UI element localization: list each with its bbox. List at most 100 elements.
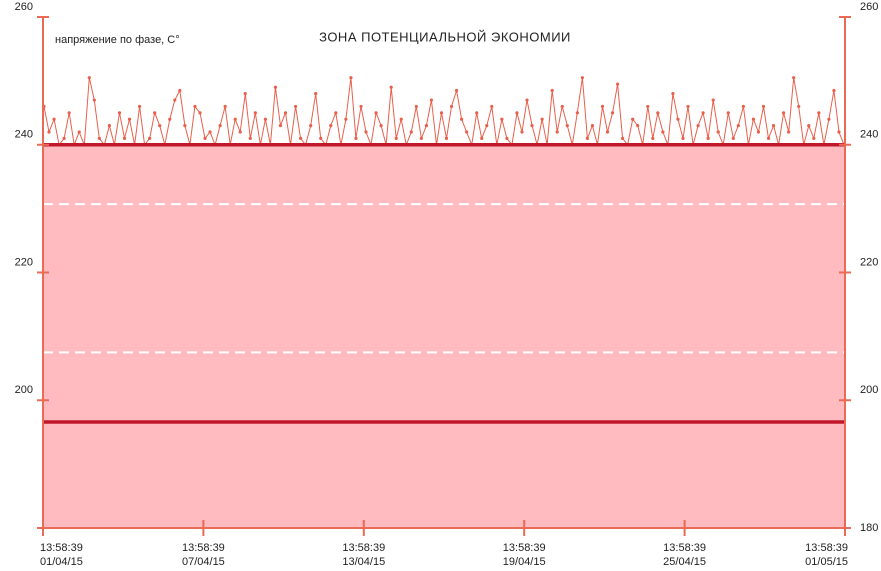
data-point xyxy=(761,104,766,109)
data-point xyxy=(736,123,740,128)
data-point xyxy=(636,123,640,128)
x-tick-time: 13:58:39 xyxy=(40,542,83,554)
data-point xyxy=(585,136,589,140)
data-point xyxy=(807,123,811,128)
data-point xyxy=(178,88,182,93)
data-point xyxy=(153,111,157,115)
data-point xyxy=(615,82,620,86)
data-point xyxy=(329,123,333,128)
data-point xyxy=(359,104,363,109)
data-point xyxy=(520,130,524,134)
data-point xyxy=(490,104,494,109)
data-point xyxy=(797,104,801,109)
data-point xyxy=(253,111,257,115)
data-point xyxy=(198,111,202,115)
data-point xyxy=(631,117,635,121)
data-point xyxy=(233,117,237,121)
data-point xyxy=(681,136,685,140)
data-point xyxy=(243,92,247,96)
data-point xyxy=(766,136,771,140)
data-point xyxy=(283,111,288,115)
data-point xyxy=(293,104,298,109)
data-point xyxy=(530,123,534,128)
x-tick-time: 13:58:39 xyxy=(182,542,225,554)
data-point xyxy=(741,104,745,109)
data-point xyxy=(444,136,449,140)
data-point xyxy=(817,111,821,115)
data-point xyxy=(319,136,323,140)
data-point xyxy=(429,98,434,102)
data-point xyxy=(610,111,615,115)
data-point xyxy=(460,117,464,121)
data-point xyxy=(273,85,278,89)
data-point xyxy=(238,130,242,134)
data-point xyxy=(686,104,690,109)
x-tick-time: 13:58:39 xyxy=(663,542,706,554)
data-point xyxy=(379,123,383,128)
data-point xyxy=(62,136,66,140)
data-point xyxy=(67,111,71,115)
data-point xyxy=(449,104,454,109)
data-point xyxy=(208,130,212,134)
data-point xyxy=(792,76,796,80)
data-point xyxy=(77,130,81,134)
data-point xyxy=(349,76,353,80)
y-axis-label: напряжение по фазе, С° xyxy=(55,34,180,46)
y-tick-label: 240 xyxy=(15,129,33,141)
y2-tick-label: 220 xyxy=(860,256,878,268)
x-tick-date: 25/04/15 xyxy=(663,556,706,568)
data-point xyxy=(454,88,459,93)
y-tick-label: 220 xyxy=(15,256,33,268)
data-point xyxy=(168,117,172,121)
data-point xyxy=(399,117,403,121)
data-point xyxy=(656,111,660,115)
data-point xyxy=(148,136,152,140)
data-point xyxy=(193,104,197,109)
y-tick-label: 260 xyxy=(15,1,33,13)
data-point xyxy=(560,104,564,109)
x-tick-date: 13/04/15 xyxy=(342,556,385,568)
data-point xyxy=(676,117,680,121)
data-point xyxy=(158,123,162,128)
data-point xyxy=(424,123,428,128)
data-point xyxy=(475,111,479,115)
data-point xyxy=(137,104,142,109)
data-point xyxy=(374,111,378,115)
data-point xyxy=(419,136,423,140)
y2-tick-label: 180 xyxy=(860,522,878,534)
data-point xyxy=(107,123,112,128)
data-point xyxy=(278,123,283,128)
data-point xyxy=(701,111,705,115)
x-tick-time: 13:58:39 xyxy=(503,542,546,554)
data-point xyxy=(716,130,720,134)
data-point xyxy=(550,88,554,93)
data-point xyxy=(97,136,101,140)
data-point xyxy=(52,117,56,121)
data-point xyxy=(590,123,595,128)
data-point xyxy=(605,130,610,134)
data-point xyxy=(218,123,222,128)
data-point xyxy=(344,117,348,121)
data-point xyxy=(465,130,469,134)
data-point xyxy=(309,123,313,128)
data-point xyxy=(127,117,132,121)
data-point xyxy=(837,130,841,134)
x-tick-date: 19/04/15 xyxy=(503,556,546,568)
data-point xyxy=(555,130,559,134)
data-point xyxy=(827,117,831,121)
data-point xyxy=(117,111,122,115)
data-point xyxy=(248,136,252,140)
data-point xyxy=(47,130,51,134)
data-point xyxy=(706,136,710,140)
data-point xyxy=(661,130,665,134)
data-point xyxy=(600,104,605,109)
y2-tick-label: 200 xyxy=(860,384,878,396)
y2-tick-label: 240 xyxy=(860,129,878,141)
data-point xyxy=(505,136,509,140)
data-point xyxy=(711,98,715,102)
x-tick-date: 07/04/15 xyxy=(182,556,225,568)
data-point xyxy=(485,123,489,128)
data-point xyxy=(314,92,318,96)
data-point xyxy=(771,123,776,128)
